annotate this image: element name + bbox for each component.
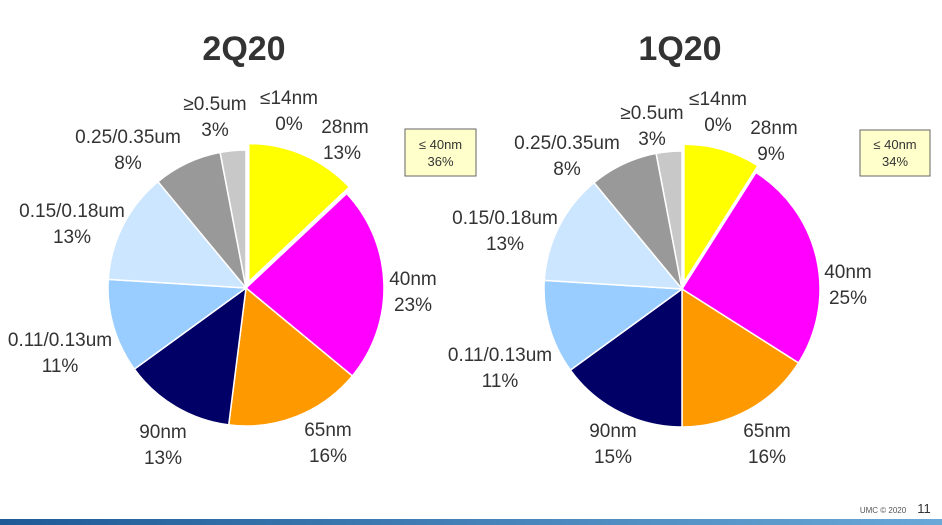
category-label: ≥0.5um — [183, 94, 246, 115]
value-label: 9% — [757, 144, 785, 165]
chart-1q20: 1Q20 28nm 9% 40nm 25% 65nm 16% 90nm 15% … — [448, 30, 931, 468]
category-label: 0.11/0.13um — [8, 330, 112, 351]
pie-slice — [107, 278, 249, 371]
cat-label-05um: ≥0.5um 3% — [620, 103, 683, 150]
copyright-text: UMC © 2020 — [860, 506, 907, 515]
pie-slice — [244, 192, 385, 378]
category-label: 0.11/0.13um — [448, 345, 552, 366]
category-label: 65nm — [304, 420, 352, 441]
cat-label-14nm: ≤14nm 0% — [260, 88, 318, 135]
value-label: 15% — [594, 447, 632, 468]
pie-slices — [543, 143, 821, 428]
cat-label-015-018um: 0.15/0.18um 13% — [19, 201, 125, 248]
cat-label-40nm: 40nm 23% — [389, 269, 437, 316]
category-label: 90nm — [139, 422, 187, 443]
cat-label-28nm: 28nm 13% — [321, 117, 369, 164]
chart-title: 1Q20 — [638, 30, 721, 68]
pie-slice — [543, 279, 685, 372]
pie-slice — [219, 149, 247, 289]
pie-slice — [227, 286, 354, 427]
footer: UMC © 2020 11 — [0, 501, 942, 525]
category-label: 90nm — [589, 421, 637, 442]
value-label: 13% — [53, 227, 91, 248]
category-label: 0.25/0.35um — [514, 133, 620, 154]
page-number: 11 — [917, 501, 931, 516]
pie-slice — [683, 143, 759, 285]
cat-label-015-018um: 0.15/0.18um 13% — [452, 208, 558, 255]
cat-label-011-013um: 0.11/0.13um 11% — [448, 345, 552, 392]
value-label: 3% — [638, 129, 666, 150]
cat-label-14nm: ≤14nm 0% — [689, 89, 747, 136]
category-label: 65nm — [743, 421, 791, 442]
category-label: ≤14nm — [689, 89, 747, 110]
value-label: 13% — [486, 234, 524, 255]
footer-bar — [0, 519, 942, 525]
pie-slice — [655, 150, 683, 290]
cat-label-025-035um: 0.25/0.35um 8% — [75, 127, 181, 174]
callout-label: ≤ 40nm — [419, 137, 462, 152]
pie-slice — [107, 180, 248, 289]
pie-slice — [543, 181, 684, 290]
cat-label-90nm: 90nm 15% — [589, 421, 637, 468]
category-label: 40nm — [389, 269, 437, 290]
value-label: 23% — [394, 295, 432, 316]
chart-2q20: 2Q20 28nm 13% 40nm 23% 65nm 16% 90nm 13%… — [8, 30, 477, 469]
category-label: ≥0.5um — [620, 103, 683, 124]
value-label: 8% — [114, 153, 142, 174]
cat-label-90nm: 90nm 13% — [139, 422, 187, 469]
value-label: 16% — [748, 447, 786, 468]
value-label: 3% — [201, 120, 229, 141]
pie-slices — [107, 142, 385, 427]
value-label: 0% — [704, 115, 732, 136]
pie-slice — [248, 142, 351, 284]
category-label: 28nm — [321, 117, 369, 138]
cat-label-65nm: 65nm 16% — [743, 421, 791, 468]
pie-slice — [680, 171, 821, 364]
cat-label-05um: ≥0.5um 3% — [183, 94, 246, 141]
category-label: 0.25/0.35um — [75, 127, 181, 148]
cat-label-28nm: 28nm 9% — [750, 118, 798, 165]
value-label: 13% — [323, 143, 361, 164]
category-label: 0.15/0.18um — [452, 208, 558, 229]
value-label: 0% — [275, 114, 303, 135]
pie-slice — [681, 287, 800, 428]
callout-box: ≤ 40nm 36% — [404, 128, 477, 177]
category-label: 40nm — [824, 262, 872, 283]
cat-label-40nm: 40nm 25% — [824, 262, 872, 309]
callout-box: ≤ 40nm 34% — [859, 129, 931, 177]
value-label: 25% — [829, 288, 867, 309]
category-label: ≤14nm — [260, 88, 318, 109]
pie-slice — [133, 286, 247, 426]
value-label: 8% — [553, 159, 581, 180]
cat-label-65nm: 65nm 16% — [304, 420, 352, 467]
cat-label-011-013um: 0.11/0.13um 11% — [8, 330, 112, 377]
value-label: 13% — [144, 448, 182, 469]
cat-label-025-035um: 0.25/0.35um 8% — [514, 133, 620, 180]
value-label: 11% — [42, 356, 79, 377]
category-label: 0.15/0.18um — [19, 201, 125, 222]
chart-title: 2Q20 — [202, 30, 285, 68]
value-label: 16% — [309, 446, 347, 467]
callout-value: 34% — [882, 154, 908, 169]
pie-slice — [569, 287, 683, 428]
callout-label: ≤ 40nm — [873, 137, 916, 152]
category-label: 28nm — [750, 118, 798, 139]
callout-value: 36% — [427, 154, 453, 169]
value-label: 11% — [482, 371, 519, 392]
